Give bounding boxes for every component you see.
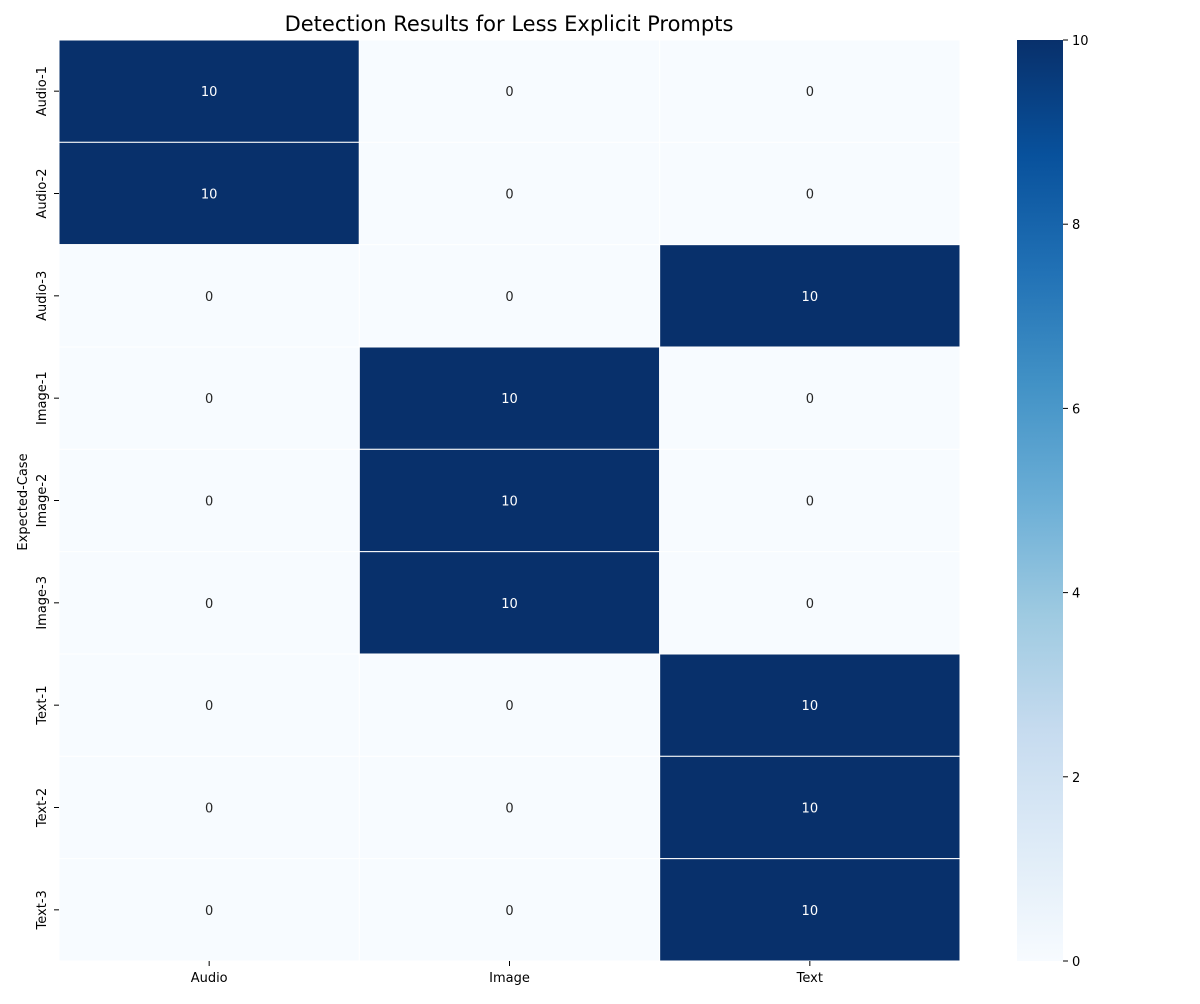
heatmap-cell bbox=[58, 244, 360, 348]
heatmap-cells bbox=[58, 39, 961, 962]
heatmap-cell bbox=[58, 755, 360, 860]
chart-title: Detection Results for Less Explicit Prom… bbox=[285, 12, 734, 36]
cell-value-label: 0 bbox=[205, 904, 213, 919]
cell-value-label: 10 bbox=[802, 802, 819, 817]
y-axis: Audio-1 Audio-2 Audio-3 Image-1 Image-2 Image… bbox=[35, 66, 59, 930]
cell-value-label: 0 bbox=[505, 290, 513, 305]
cell-value-label: 10 bbox=[501, 392, 518, 407]
y-axis-label: Expected-Case bbox=[16, 453, 31, 550]
y-tick-label: Text-2 bbox=[35, 788, 50, 828]
cell-value-label: 0 bbox=[205, 802, 213, 817]
heatmap-cell bbox=[659, 551, 961, 655]
y-tick-label: Text-3 bbox=[35, 890, 50, 930]
cell-value-label: 0 bbox=[205, 392, 213, 407]
colorbar-tick-label: 2 bbox=[1072, 771, 1080, 786]
x-tick-label: Audio bbox=[191, 971, 228, 986]
heatmap-cell bbox=[358, 755, 661, 860]
y-tick-label: Audio-1 bbox=[35, 66, 50, 116]
cell-value-label: 0 bbox=[205, 495, 213, 510]
colorbar-tick-label: 8 bbox=[1072, 218, 1080, 233]
cell-value-label: 0 bbox=[806, 188, 814, 203]
y-tick-label: Audio-3 bbox=[35, 271, 50, 321]
colorbar-tick-label: 4 bbox=[1072, 587, 1080, 602]
cell-value-label: 0 bbox=[505, 188, 513, 203]
cell-annotations: 10 0 0 10 0 0 0 0 10 0 10 0 0 10 0 0 10 0 0 0 10 0 0 10 0 0 10 bbox=[201, 85, 818, 919]
heatmap-cell bbox=[58, 346, 360, 450]
cell-value-label: 0 bbox=[505, 802, 513, 817]
cell-value-label: 0 bbox=[205, 699, 213, 714]
heatmap-cell bbox=[358, 653, 661, 757]
cell-value-label: 10 bbox=[501, 597, 518, 612]
heatmap-cell bbox=[58, 858, 360, 962]
cell-value-label: 0 bbox=[806, 495, 814, 510]
heatmap-cell bbox=[58, 141, 360, 246]
heatmap-cell bbox=[58, 653, 360, 757]
cell-value-label: 0 bbox=[806, 392, 814, 407]
cell-value-label: 0 bbox=[505, 699, 513, 714]
cell-value-label: 0 bbox=[505, 85, 513, 100]
colorbar-tick-label: 6 bbox=[1072, 402, 1080, 417]
y-tick-label: Text-1 bbox=[35, 686, 50, 726]
cell-value-label: 0 bbox=[806, 597, 814, 612]
heatmap-cell bbox=[659, 755, 961, 860]
heatmap-cell bbox=[358, 551, 661, 655]
heatmap-cell bbox=[358, 141, 661, 246]
cell-value-label: 0 bbox=[205, 597, 213, 612]
x-tick-label: Image bbox=[489, 971, 530, 986]
colorbar-tick-label: 0 bbox=[1072, 955, 1080, 970]
heatmap-cell bbox=[659, 858, 961, 962]
colorbar: 0 2 4 6 8 10 bbox=[1017, 34, 1089, 970]
y-tick-label: Image-3 bbox=[35, 576, 50, 630]
cell-value-label: 0 bbox=[205, 290, 213, 305]
heatmap-cell bbox=[659, 448, 961, 553]
cell-value-label: 10 bbox=[201, 188, 218, 203]
y-tick-label: Audio-2 bbox=[35, 168, 50, 218]
heatmap-cell bbox=[58, 39, 360, 143]
cell-value-label: 10 bbox=[201, 85, 218, 100]
y-tick-label: Image-1 bbox=[35, 371, 50, 425]
colorbar-tick-label: 10 bbox=[1072, 34, 1089, 49]
colorbar-gradient bbox=[1017, 40, 1063, 961]
cell-value-label: 10 bbox=[802, 699, 819, 714]
heatmap-cell bbox=[358, 244, 661, 348]
cell-value-label: 0 bbox=[505, 904, 513, 919]
heatmap-cell bbox=[358, 39, 661, 143]
cell-value-label: 10 bbox=[501, 495, 518, 510]
cell-value-label: 0 bbox=[806, 85, 814, 100]
x-axis: Audio Image Text bbox=[191, 961, 823, 986]
cell-value-label: 10 bbox=[802, 904, 819, 919]
heatmap-cell bbox=[659, 141, 961, 246]
heatmap-cell bbox=[659, 39, 961, 143]
heatmap-cell bbox=[58, 448, 360, 553]
heatmap-cell bbox=[659, 346, 961, 450]
y-tick-label: Image-2 bbox=[35, 474, 50, 528]
cell-value-label: 10 bbox=[802, 290, 819, 305]
heatmap-cell bbox=[358, 448, 661, 553]
x-tick-label: Text bbox=[796, 971, 823, 986]
heatmap-cell bbox=[659, 653, 961, 757]
